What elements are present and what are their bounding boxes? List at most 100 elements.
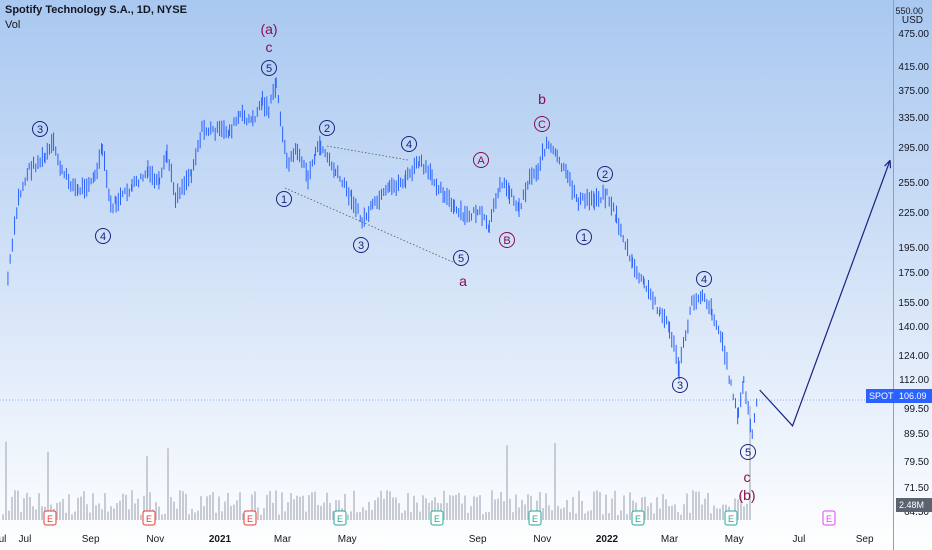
wave-label: c bbox=[266, 39, 273, 55]
volume-bar bbox=[323, 502, 325, 520]
volume-bar bbox=[689, 512, 691, 520]
earnings-marker[interactable] bbox=[430, 510, 444, 526]
wave-label-circle bbox=[353, 237, 369, 253]
volume-bar bbox=[71, 514, 73, 520]
earnings-marker[interactable] bbox=[333, 510, 347, 526]
volume-bar bbox=[242, 513, 244, 520]
volume-bar bbox=[680, 514, 682, 520]
volume-bar bbox=[164, 513, 166, 520]
volume-bar bbox=[65, 512, 67, 520]
volume-bar bbox=[401, 513, 403, 520]
volume-bar bbox=[35, 509, 37, 520]
volume-bar bbox=[173, 501, 175, 520]
volume-bar bbox=[674, 504, 676, 520]
volume-bar bbox=[587, 511, 589, 520]
volume-bar bbox=[221, 511, 223, 520]
volume-bar bbox=[686, 493, 688, 520]
time-axis-label: 2022 bbox=[595, 534, 619, 545]
price-axis-currency: USD bbox=[901, 15, 923, 26]
volume-bar bbox=[275, 490, 277, 520]
volume-bar bbox=[215, 512, 217, 520]
price-axis-label: 64.50 bbox=[903, 507, 929, 519]
volume-bar bbox=[107, 511, 109, 520]
volume-bar bbox=[617, 514, 619, 520]
price-axis-label: 195.00 bbox=[898, 242, 929, 254]
volume-bar bbox=[392, 497, 394, 520]
volume-bar bbox=[140, 514, 142, 520]
volume-bar bbox=[404, 510, 406, 520]
volume-bar bbox=[557, 505, 559, 520]
volume-bar bbox=[20, 512, 22, 520]
earnings-marker[interactable] bbox=[142, 510, 156, 526]
volume-bar bbox=[233, 504, 235, 520]
wedge-lower-line bbox=[284, 187, 456, 264]
volume-bar bbox=[122, 493, 124, 520]
volume-bar bbox=[68, 494, 70, 520]
volume-bar bbox=[413, 495, 415, 520]
wave-label-circle bbox=[473, 152, 489, 168]
volume-bar bbox=[8, 510, 10, 520]
wave-label: a bbox=[459, 273, 467, 289]
volume-bar bbox=[266, 494, 268, 520]
earnings-marker[interactable] bbox=[631, 510, 645, 526]
volume-bar bbox=[350, 511, 352, 520]
time-axis-label: Nov bbox=[533, 534, 552, 545]
time-axis-label: Mar bbox=[273, 534, 292, 545]
volume-bar bbox=[182, 491, 184, 520]
volume-bar bbox=[518, 507, 520, 520]
volume-bar bbox=[398, 503, 400, 520]
volume-bar bbox=[206, 496, 208, 520]
wave-label-circle bbox=[401, 136, 417, 152]
wave-label-circle bbox=[597, 166, 613, 182]
volume-bar bbox=[668, 506, 670, 520]
volume-bar bbox=[647, 506, 649, 520]
volume-bar bbox=[263, 508, 265, 520]
volume-bar bbox=[590, 510, 592, 520]
wave-label: C bbox=[538, 119, 546, 131]
volume-bar bbox=[698, 491, 700, 520]
wave-label-circle bbox=[319, 120, 335, 136]
volume-bar bbox=[5, 441, 7, 520]
price-axis-label: 71.50 bbox=[903, 482, 929, 494]
volume-bar bbox=[422, 495, 424, 520]
volume-bar bbox=[101, 509, 103, 520]
volume-bar bbox=[734, 498, 736, 520]
volume-bar bbox=[95, 505, 97, 520]
volume-bar bbox=[332, 510, 334, 520]
volume-bar bbox=[254, 491, 256, 520]
volume-bar bbox=[707, 492, 709, 520]
volume-bar bbox=[554, 443, 556, 520]
volume-bar bbox=[176, 508, 178, 520]
volume-bar bbox=[641, 497, 643, 520]
volume-bar bbox=[344, 493, 346, 520]
volume-bar bbox=[62, 498, 64, 520]
volume-bar bbox=[290, 492, 292, 520]
volume-bar bbox=[407, 492, 409, 520]
volume-bar bbox=[566, 499, 568, 520]
volume-bar bbox=[608, 513, 610, 520]
volume-bar bbox=[521, 499, 523, 520]
volume-bar bbox=[746, 503, 748, 520]
volume-bar bbox=[506, 445, 508, 520]
price-axis[interactable]: 475.00 415.00 375.00 335.00 295.00 255.00 225.… bbox=[893, 0, 932, 550]
price-axis-label: 415.00 bbox=[898, 61, 929, 73]
volume-bar bbox=[179, 490, 181, 520]
volume-bar bbox=[77, 497, 79, 520]
volume-bar bbox=[236, 500, 238, 520]
earnings-marker[interactable] bbox=[724, 510, 738, 526]
volume-bar bbox=[326, 492, 328, 520]
volume-bar bbox=[251, 494, 253, 520]
earnings-marker[interactable] bbox=[528, 510, 542, 526]
volume-bar bbox=[287, 502, 289, 520]
volume-bar bbox=[59, 502, 61, 520]
earnings-marker[interactable] bbox=[822, 510, 836, 526]
price-axis-label: 335.00 bbox=[898, 113, 929, 124]
volume-bar bbox=[137, 498, 139, 520]
volume-bar bbox=[188, 514, 190, 520]
earnings-marker[interactable] bbox=[243, 510, 257, 526]
price-axis-unit: 550.00 USD bbox=[895, 6, 923, 26]
earnings-marker[interactable] bbox=[43, 510, 57, 526]
volume-bar bbox=[32, 506, 34, 520]
